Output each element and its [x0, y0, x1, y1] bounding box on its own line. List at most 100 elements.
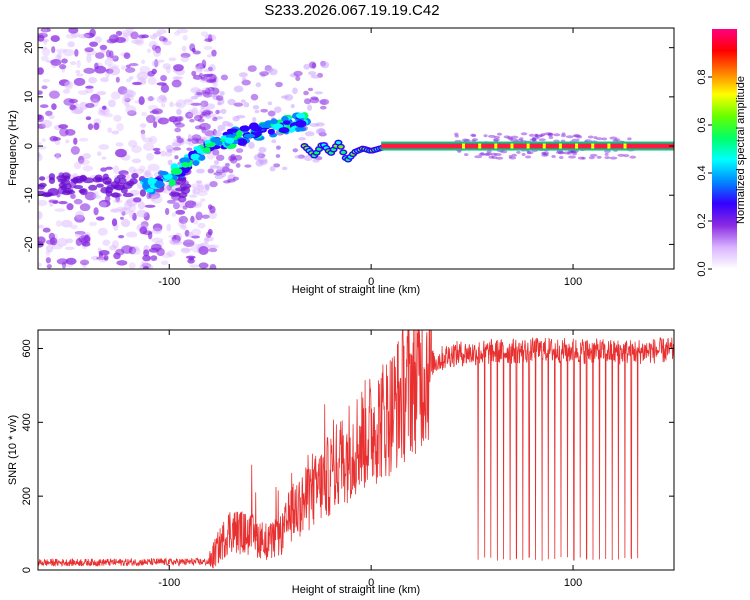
spectrogram-cell [147, 70, 155, 77]
spectrogram-ylabel: Frequency (Hz) [7, 110, 19, 186]
spectrogram-cell [149, 110, 160, 114]
spectrogram-cell [236, 138, 248, 146]
spectrogram-cell [102, 105, 107, 110]
spectrogram-cell [102, 173, 109, 181]
snr-xtick-label: -100 [158, 577, 180, 589]
spectrogram-cell [48, 90, 60, 99]
spectrogram-cell [267, 110, 276, 117]
carrier-gap [542, 143, 546, 149]
spectrogram-cell [139, 65, 151, 74]
spectrogram-cell [304, 98, 312, 105]
spectrogram-cell [267, 101, 273, 106]
spectrogram-cell [164, 207, 170, 216]
spectrogram-cell [123, 94, 134, 102]
spectrogram-cell [64, 80, 74, 90]
spectrogram-cell [70, 224, 78, 230]
spectrogram-cell [169, 101, 174, 108]
spectrogram-cell [85, 102, 95, 109]
spectrogram-cell [131, 145, 142, 154]
spectrogram-cell [521, 153, 526, 157]
spectrogram-cell [156, 82, 167, 86]
spectrogram-cell [166, 148, 173, 153]
carrier-gap [623, 143, 627, 149]
spectrogram-cell [267, 128, 275, 135]
spectrogram-cell [206, 54, 213, 58]
spectrogram-cell [128, 139, 138, 148]
snr-series-line [38, 330, 674, 569]
spectrogram-cell [144, 204, 156, 208]
spectrogram-cell [238, 147, 243, 153]
spectrogram-cell [118, 234, 125, 239]
spectrogram-cell [98, 199, 111, 208]
spectrogram-cell [588, 156, 595, 160]
spectrogram-cell [139, 189, 147, 197]
spectrogram-cell [178, 215, 188, 224]
spectrogram-cell [176, 108, 182, 116]
spectrogram-cell [66, 203, 74, 211]
spectrogram-cell [56, 237, 68, 247]
spectrogram-cell [314, 91, 324, 95]
spectrogram-cell [132, 197, 142, 203]
spectrogram-cell [129, 178, 138, 185]
spectrogram-cell [112, 199, 123, 204]
spectrogram-cell [204, 184, 210, 190]
spectrogram-cell [85, 116, 92, 121]
spectrogram-cell [79, 203, 91, 212]
spectrogram-cell [165, 182, 170, 191]
spectrogram-cell [541, 153, 549, 157]
spectrogram-cell [202, 73, 214, 78]
spectrogram-cell [268, 68, 278, 76]
spectrogram-cell [309, 123, 320, 127]
spectrogram-cell [191, 228, 202, 237]
spectrogram-cell [111, 218, 118, 227]
spectrogram-cell [180, 248, 191, 254]
spectrogram-cell [303, 63, 310, 70]
spectrogram-cell [77, 155, 85, 164]
spectrogram-cell [120, 219, 131, 228]
spectrogram-cell [98, 249, 110, 256]
spectrogram-cell [65, 33, 78, 39]
spectrogram-cell [207, 244, 217, 253]
spectrogram-cell [104, 180, 112, 185]
spectrogram-cell [212, 82, 218, 87]
spectrogram-cell [84, 191, 97, 201]
spectrogram-cell [160, 150, 166, 157]
spectrogram-cell [203, 68, 211, 73]
spectrogram-cell [303, 90, 309, 96]
spectrogram-cell [193, 187, 201, 195]
spectrogram-cell [205, 79, 217, 84]
snr-ytick-label: 0 [21, 567, 33, 573]
spectrogram-cell [201, 59, 207, 69]
spectrogram-cell [187, 112, 194, 117]
spectrogram-cell [198, 246, 209, 255]
spectrogram-cell [49, 237, 58, 246]
spectrogram-cell [196, 168, 205, 174]
spectrogram-cell [486, 150, 492, 154]
spectrogram-cell [74, 214, 86, 223]
spectrogram-cell [183, 99, 194, 105]
spectrogram-cell [108, 66, 121, 76]
spectrogram-cell [38, 123, 46, 129]
spectrogram-cell [160, 83, 170, 93]
carrier-gap [607, 143, 611, 149]
spectrogram-cell [311, 62, 317, 69]
spectrogram-cell [207, 204, 213, 210]
spectrogram-cell [111, 208, 119, 213]
spectrogram-cell [197, 222, 206, 229]
spectrogram-cell [139, 123, 147, 128]
spectrogram-cell [203, 45, 213, 51]
carrier-gap [591, 143, 595, 149]
spectrogram-cell [258, 146, 267, 153]
spectrogram-cell [83, 67, 95, 74]
spectrogram-cell [150, 255, 158, 261]
spectrogram-cell [147, 177, 157, 185]
spectrogram-cell [609, 136, 618, 140]
spectrogram-cell [209, 87, 220, 95]
spectrogram-cell [520, 132, 528, 136]
spectrogram-cell [238, 72, 248, 78]
spectrogram-cell [261, 122, 271, 128]
spectrogram-cell [93, 122, 100, 130]
spectrogram-cell [38, 114, 45, 123]
spectrogram-cell [51, 46, 56, 54]
spectrogram-cell [216, 165, 222, 173]
